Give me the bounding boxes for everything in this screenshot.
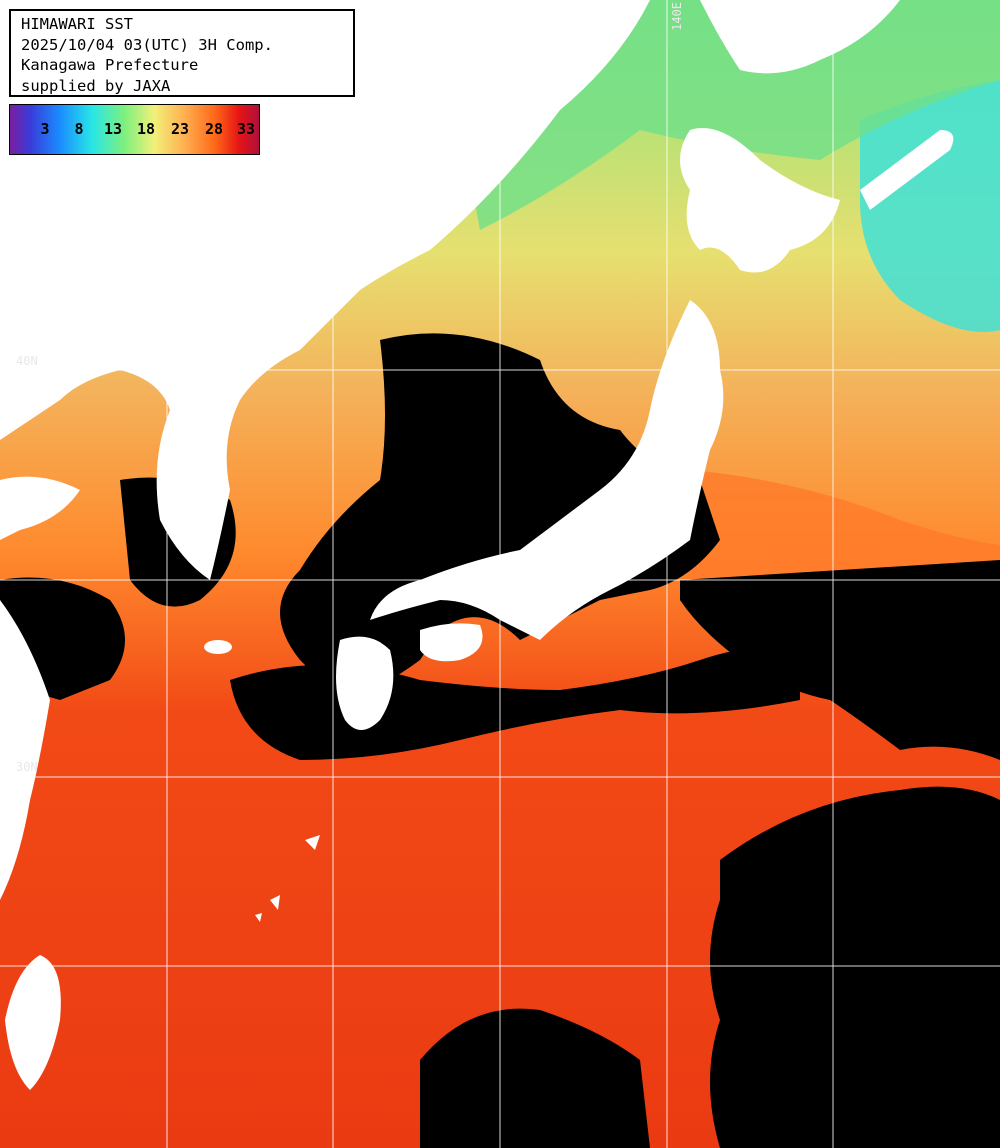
temperature-legend: 3 8 13 18 23 28 33: [9, 104, 260, 155]
provider-prefecture: Kanagawa Prefecture: [21, 56, 199, 74]
lat-label-40n: 40N: [16, 354, 38, 368]
cloud-cover: [0, 333, 1000, 1148]
lon-label-140e: 140E: [670, 2, 684, 31]
land-kurils: [860, 130, 954, 210]
land-jeju: [204, 640, 232, 654]
land-hokkaido: [680, 128, 840, 273]
land-ryukyu: [255, 835, 320, 922]
legend-tick-18: 18: [136, 120, 156, 138]
land-shandong-coast: [0, 476, 80, 540]
timestamp: 2025/10/04 03(UTC) 3H Comp.: [21, 35, 273, 54]
legend-tick-33: 33: [236, 120, 256, 138]
land-kyushu: [336, 636, 394, 730]
land-china-east: [0, 600, 50, 900]
land-shikoku: [420, 623, 483, 662]
land-russia-east: [700, 0, 900, 74]
lat-label-30n: 30N: [16, 760, 38, 774]
land-taiwan: [5, 955, 61, 1090]
data-source: supplied by JAXA: [21, 76, 171, 95]
product-title: HIMAWARI SST: [21, 15, 133, 33]
legend-tick-3: 3: [40, 120, 50, 138]
legend-tick-13: 13: [103, 120, 123, 138]
legend-ticks: 3 8 13 18 23 28 33: [10, 105, 259, 154]
legend-tick-28: 28: [204, 120, 224, 138]
info-box: HIMAWARI SST 2025/10/04 03(UTC) 3H Comp.…: [9, 9, 355, 97]
legend-tick-8: 8: [74, 120, 84, 138]
cold-water-northeast: [860, 80, 1000, 332]
land-honshu: [370, 300, 724, 640]
legend-tick-23: 23: [170, 120, 190, 138]
